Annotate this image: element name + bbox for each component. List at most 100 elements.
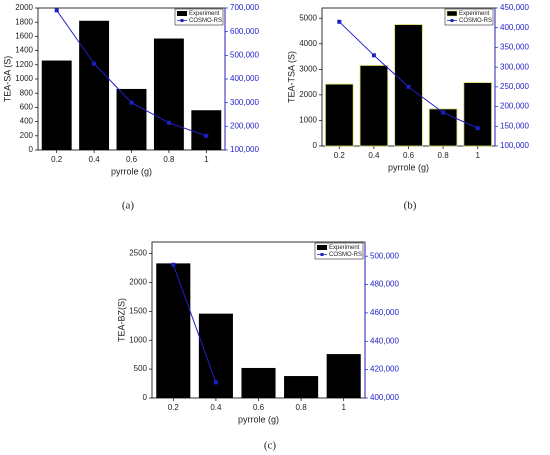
- y-tick-label: 1800: [15, 17, 33, 26]
- y-tick-label: 600: [20, 103, 34, 112]
- y2-tick-label: 250,000: [500, 82, 529, 91]
- legend-marker: [180, 19, 184, 22]
- x-tick-label: 1: [341, 403, 346, 412]
- x-tick-label: 0.8: [438, 151, 450, 160]
- caption: (c): [264, 440, 277, 452]
- bar: [41, 60, 72, 150]
- bar: [325, 83, 354, 147]
- bar: [153, 38, 184, 150]
- y2-tick-label: 100,000: [230, 145, 259, 154]
- legend-label: Experiment: [459, 11, 490, 17]
- y2-tick-label: 420,000: [370, 365, 399, 374]
- y-tick-label: 3000: [299, 64, 317, 73]
- y2-tick-label: 150,000: [500, 121, 529, 130]
- bar: [191, 110, 222, 150]
- x-tick-label: 0.6: [403, 151, 415, 160]
- y2-tick-label: 500,000: [370, 251, 399, 260]
- x-tick-label: 0.2: [51, 155, 63, 164]
- bar: [428, 108, 458, 147]
- y-tick-label: 1000: [299, 116, 317, 125]
- x-tick-label: 0.4: [368, 151, 380, 160]
- bar: [79, 20, 110, 151]
- x-axis-label: pyrrole (g): [111, 166, 152, 176]
- legend-label: COSMO-RS: [329, 252, 362, 258]
- marker: [406, 84, 411, 89]
- y-tick-label: 1500: [129, 306, 147, 315]
- y2-tick-label: 200,000: [500, 102, 529, 111]
- y-axis-label: TEA-SA (S): [2, 56, 12, 103]
- y-axis-label: TEA-TSA (S): [286, 51, 296, 103]
- y2-tick-label: 300,000: [230, 98, 259, 107]
- x-tick-label: 0.6: [253, 403, 265, 412]
- marker: [337, 19, 342, 24]
- legend-label: Experiment: [329, 245, 360, 251]
- y2-tick-label: 450,000: [500, 3, 529, 12]
- y-tick-label: 200: [20, 131, 34, 140]
- x-tick-label: 0.8: [296, 403, 308, 412]
- marker: [371, 53, 376, 58]
- y-tick-label: 4000: [299, 39, 317, 48]
- y2-tick-label: 480,000: [370, 280, 399, 289]
- y-tick-label: 1000: [15, 74, 33, 83]
- bar: [284, 376, 319, 398]
- y2-tick-label: 100,000: [500, 141, 529, 150]
- marker: [475, 126, 480, 131]
- y-tick-label: 2000: [299, 90, 317, 99]
- marker: [171, 262, 176, 267]
- x-axis-label: pyrrole (g): [388, 162, 429, 172]
- y2-tick-label: 200,000: [230, 121, 259, 130]
- y2-tick-label: 500,000: [230, 50, 259, 59]
- y-axis-label: TEA-BZ(S): [116, 298, 126, 342]
- y-tick-label: 800: [20, 88, 34, 97]
- marker: [204, 133, 209, 138]
- y-tick-label: 2000: [129, 278, 147, 287]
- y2-tick-label: 300,000: [500, 62, 529, 71]
- y-tick-label: 0: [313, 141, 318, 150]
- bar: [463, 82, 492, 147]
- x-tick-label: 0.2: [168, 403, 180, 412]
- marker: [92, 61, 97, 66]
- x-axis-label: pyrrole (g): [238, 414, 279, 424]
- caption: (a): [122, 200, 135, 212]
- y2-tick-label: 400,000: [500, 23, 529, 32]
- x-tick-label: 0.4: [89, 155, 101, 164]
- bar: [198, 313, 233, 398]
- y-tick-label: 5000: [299, 13, 317, 22]
- y-tick-label: 0: [29, 145, 34, 154]
- legend-label: COSMO-RS: [189, 18, 222, 24]
- y2-tick-label: 600,000: [230, 27, 259, 36]
- marker: [129, 100, 134, 105]
- y-tick-label: 0: [143, 393, 148, 402]
- bar: [326, 354, 361, 398]
- y2-tick-label: 400,000: [230, 74, 259, 83]
- y-tick-label: 2000: [15, 3, 33, 12]
- x-tick-label: 1: [475, 151, 480, 160]
- y-tick-label: 1000: [129, 335, 147, 344]
- marker: [441, 110, 446, 115]
- y-tick-label: 1200: [15, 60, 33, 69]
- marker: [54, 8, 59, 13]
- legend-swatch: [446, 10, 458, 17]
- y-tick-label: 2500: [129, 249, 147, 258]
- marker: [213, 380, 218, 385]
- y-tick-label: 1600: [15, 32, 33, 41]
- legend-label: COSMO-RS: [459, 18, 492, 24]
- y2-tick-label: 460,000: [370, 308, 399, 317]
- bar: [359, 65, 389, 147]
- y2-tick-label: 400,000: [370, 393, 399, 402]
- legend-swatch: [317, 245, 327, 250]
- x-tick-label: 0.6: [126, 155, 138, 164]
- legend-marker: [320, 253, 324, 256]
- marker: [166, 120, 171, 125]
- y2-tick-label: 700,000: [230, 3, 259, 12]
- bar: [241, 367, 276, 398]
- y-tick-label: 500: [134, 364, 148, 373]
- legend-label: Experiment: [189, 11, 220, 17]
- y2-tick-label: 440,000: [370, 336, 399, 345]
- x-tick-label: 0.8: [163, 155, 175, 164]
- bar: [116, 88, 147, 150]
- y-tick-label: 400: [20, 117, 34, 126]
- y-tick-label: 1400: [15, 46, 33, 55]
- legend-swatch: [177, 11, 187, 16]
